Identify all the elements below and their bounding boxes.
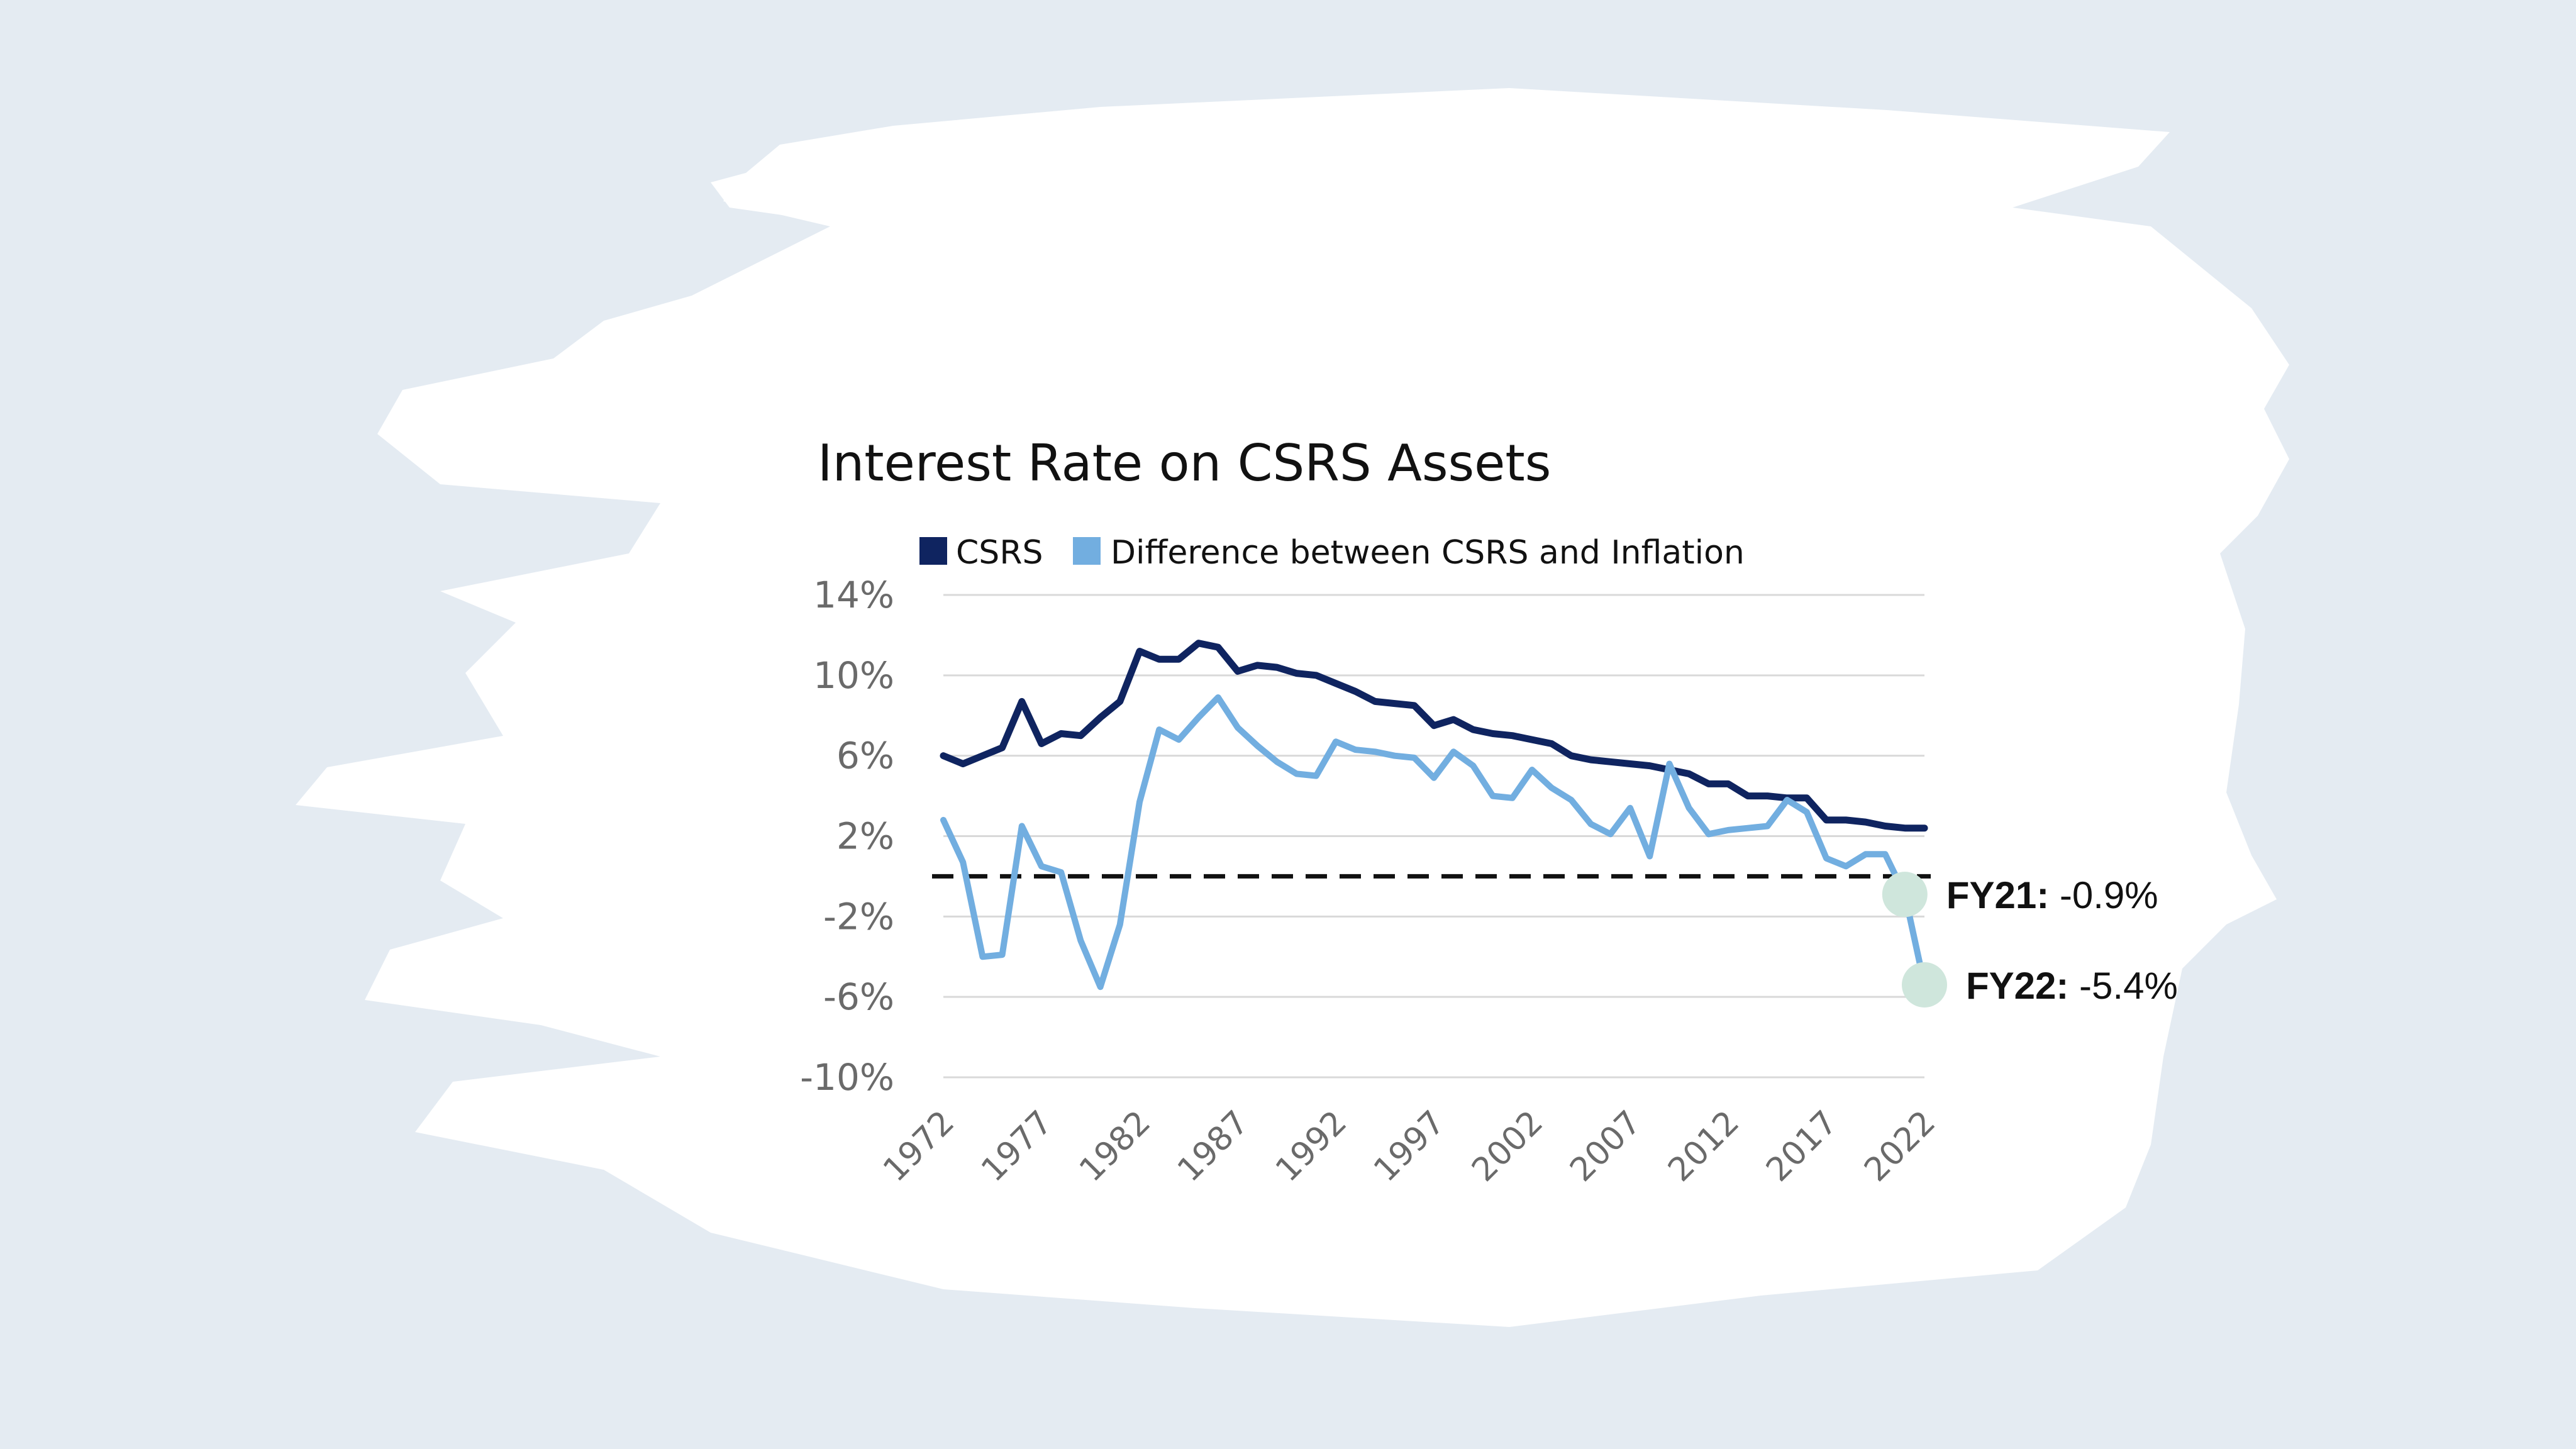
y-tick-label: 14% (813, 574, 894, 616)
grid-lines (943, 594, 1924, 1079)
brush-stroke-background (296, 88, 2289, 1327)
annotation-label: FY22: -5.4% (1966, 965, 2178, 1007)
annotation-label-value: -0.9% (2049, 874, 2158, 916)
annotation-marker (1882, 872, 1928, 918)
legend-swatch-difference (1073, 537, 1101, 565)
chart-title: Interest Rate on CSRS Assets (818, 434, 1551, 492)
y-tick-label: 6% (836, 735, 894, 777)
y-tick-label: 2% (836, 815, 894, 858)
legend-label-csrs: CSRS (956, 534, 1043, 572)
legend-label-difference: Difference between CSRS and Inflation (1111, 534, 1745, 572)
annotations: FY21: -0.9% FY22: -5.4% (1882, 872, 2178, 1008)
annotation-label-year: FY21: (1946, 874, 2049, 916)
annotation-marker (1902, 962, 1947, 1008)
y-tick-label: -6% (823, 975, 894, 1018)
annotation-label: FY21: -0.9% (1946, 874, 2158, 916)
y-axis-ticks: 14% 10% 6% 2% -2% -6% -10% (800, 574, 894, 1099)
y-tick-label: -10% (800, 1056, 894, 1099)
series-line-difference (940, 694, 1928, 991)
legend: CSRS Difference between CSRS and Inflati… (919, 534, 1745, 572)
annotation-label-value: -5.4% (2068, 965, 2177, 1007)
annotation-label-year: FY22: (1966, 965, 2068, 1007)
y-tick-label: 10% (813, 654, 894, 697)
y-tick-label: -2% (823, 895, 894, 938)
series-line-csrs (940, 640, 1928, 832)
brush-stroke-accent (711, 160, 893, 220)
series-lines (940, 640, 1928, 991)
legend-swatch-csrs (919, 537, 947, 565)
